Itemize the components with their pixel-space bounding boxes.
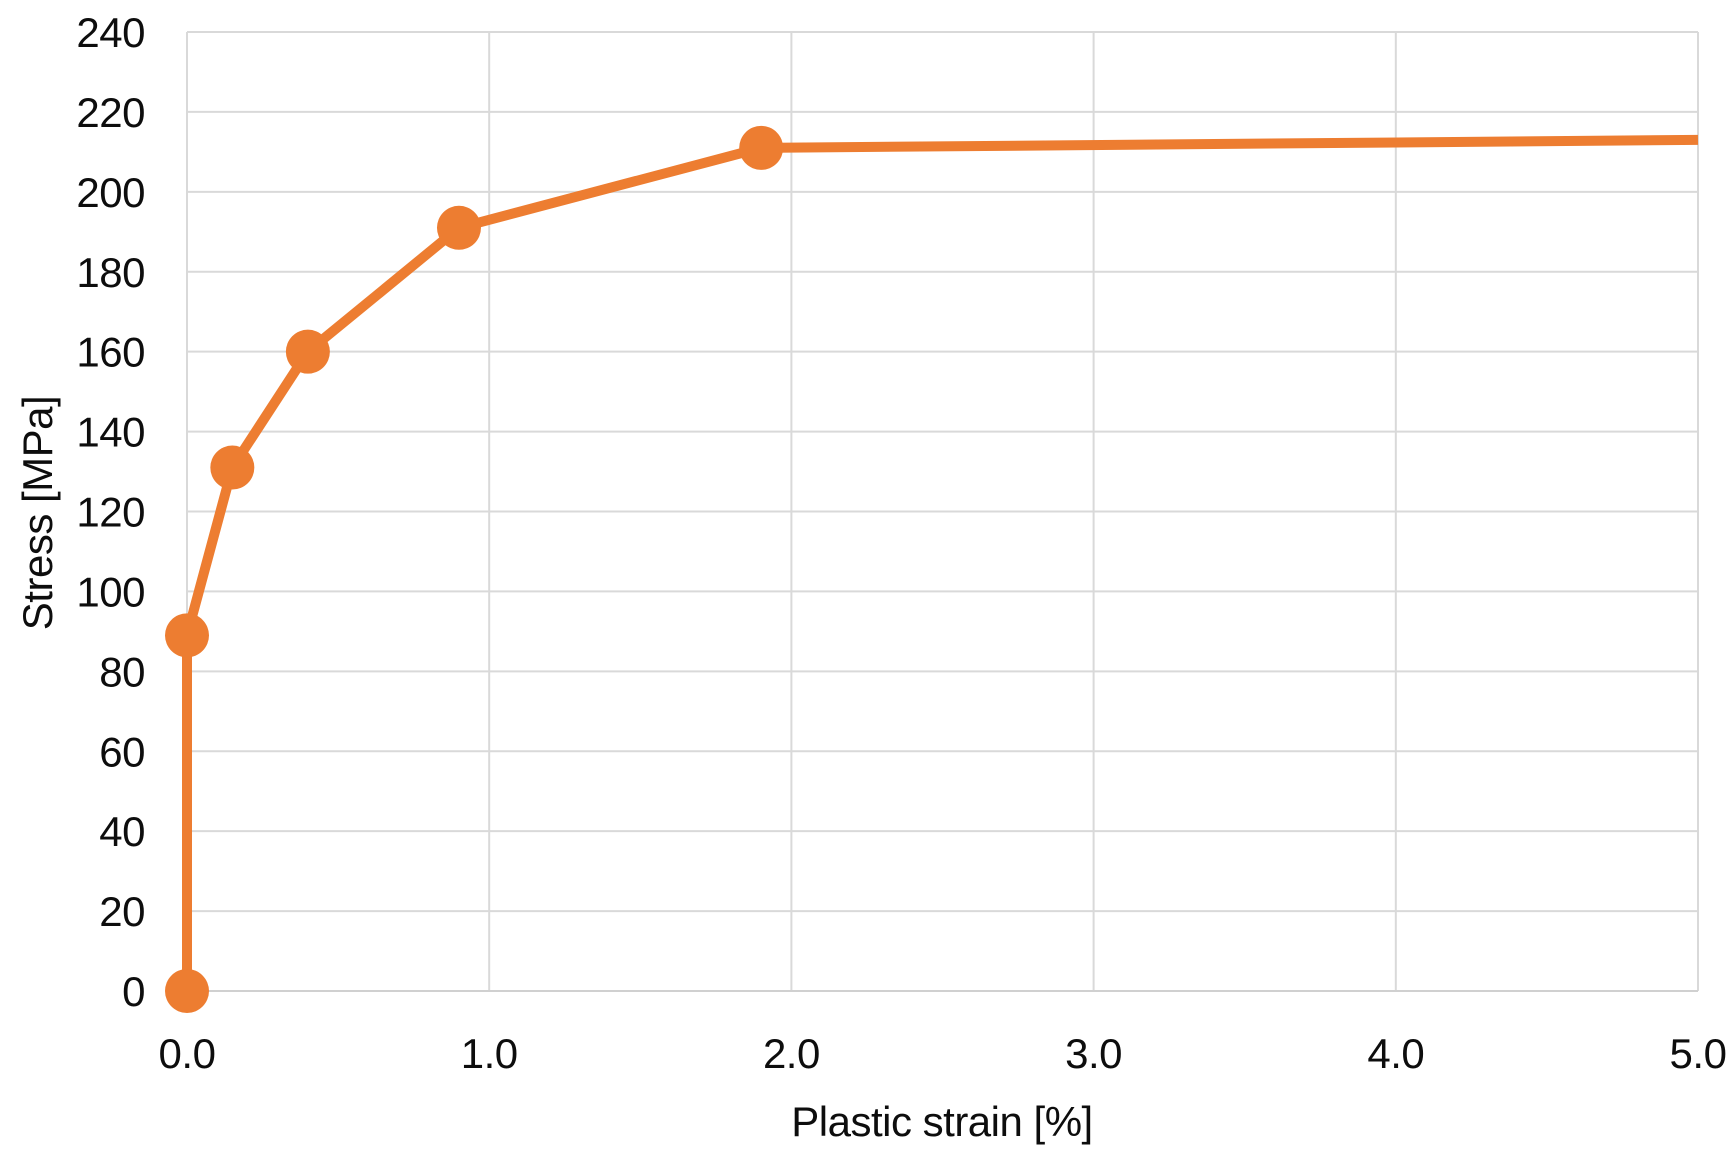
- tick-labels-layer: 0 20 40 60 80 100 120 140 160 180 200 220 240 0.0 1.0 2…: [76, 9, 1727, 1077]
- x-axis-title: Plastic strain [%]: [791, 1098, 1092, 1145]
- series-line: [182, 134, 1699, 991]
- y-tick-label: 140: [76, 409, 145, 456]
- x-tick-label: 0.0: [159, 1030, 216, 1077]
- data-point-marker: [165, 613, 209, 658]
- data-point-marker: [165, 969, 209, 1013]
- y-tick-label: 220: [76, 89, 145, 136]
- y-tick-label: 60: [99, 728, 145, 775]
- x-tick-label: 2.0: [763, 1030, 820, 1077]
- y-tick-label: 0: [122, 968, 145, 1015]
- y-tick-label: 240: [76, 9, 145, 56]
- y-tick-label: 200: [76, 169, 145, 216]
- y-tick-label: 120: [76, 489, 145, 536]
- data-point-marker: [210, 445, 255, 490]
- x-tick-label: 4.0: [1367, 1030, 1424, 1077]
- x-tick-label: 1.0: [461, 1030, 518, 1077]
- gridlines-layer: [186, 31, 1699, 992]
- x-tick-label: 3.0: [1065, 1030, 1122, 1077]
- x-tick-label: 5.0: [1670, 1030, 1727, 1077]
- y-tick-label: 40: [99, 808, 145, 855]
- y-tick-label: 20: [99, 888, 145, 935]
- series-layer: [165, 125, 1699, 1013]
- data-point-marker: [739, 125, 784, 170]
- y-axis-title: Stress [MPa]: [14, 396, 61, 630]
- y-tick-label: 100: [76, 568, 145, 615]
- y-tick-label: 80: [99, 648, 145, 695]
- data-point-marker: [436, 205, 481, 250]
- y-tick-label: 180: [76, 249, 145, 296]
- y-tick-label: 160: [76, 329, 145, 376]
- data-point-marker: [285, 329, 330, 374]
